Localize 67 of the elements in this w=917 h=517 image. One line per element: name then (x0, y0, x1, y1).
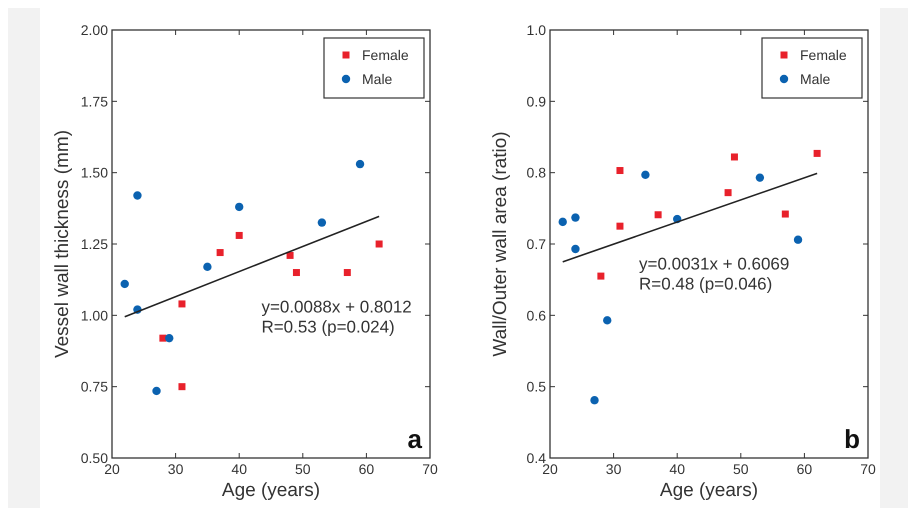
y-tick-label: 0.7 (526, 236, 546, 252)
y-axis-title: Vessel wall thickness (mm) (52, 130, 73, 358)
x-tick-label: 50 (295, 461, 311, 477)
point (235, 202, 244, 212)
point (216, 249, 224, 256)
y-tick-label: 1.75 (80, 93, 108, 110)
y-tick-label: 0.8 (526, 164, 546, 181)
legend-label: Female (800, 47, 847, 63)
annotation: y=0.0088x + 0.8012 R=0.53 (p=0.024) (261, 297, 412, 336)
annotation: y=0.0031x + 0.6069 R=0.48 (p=0.046) (639, 254, 790, 294)
point (120, 280, 129, 288)
y-tick-label: 1.25 (80, 236, 108, 252)
legend-label: Male (362, 71, 393, 87)
point (558, 218, 567, 226)
point (641, 170, 650, 180)
y-tick-label: 2.00 (80, 22, 108, 38)
legend-label: Female (362, 47, 409, 63)
point (814, 150, 821, 157)
point (794, 236, 802, 244)
y-tick-label: 1.50 (80, 164, 108, 181)
point (178, 300, 186, 308)
x-tick-label: 70 (422, 461, 438, 477)
point (756, 173, 764, 182)
point (286, 252, 294, 259)
point (782, 210, 789, 218)
x-tick-label: 30 (168, 461, 184, 477)
y-axis-title: Wall/Outer wall area (ratio) (490, 131, 511, 357)
annotation: b (844, 424, 860, 454)
point (344, 269, 351, 276)
point (571, 244, 580, 254)
y-tick-label: 1.0 (526, 22, 546, 38)
point (203, 262, 212, 272)
y-tick-label: 0.6 (526, 307, 546, 324)
point (318, 218, 326, 227)
point (730, 153, 738, 160)
point (590, 396, 599, 404)
legend-label: Male (800, 71, 831, 87)
point (571, 213, 580, 222)
annotation: a (408, 424, 423, 454)
x-tick-label: 60 (796, 461, 812, 477)
point (236, 232, 243, 239)
point (616, 167, 624, 174)
x-tick-label: 40 (669, 461, 686, 477)
point (654, 211, 662, 218)
point (616, 222, 624, 230)
point (376, 240, 383, 248)
x-tick-label: 70 (860, 461, 876, 477)
point (292, 269, 300, 276)
point (724, 189, 732, 196)
y-tick-label: 0.5 (526, 378, 546, 395)
point (178, 383, 186, 390)
x-tick-label: 30 (606, 461, 622, 477)
x-tick-label: 50 (733, 461, 749, 477)
x-tick-label: 40 (231, 461, 248, 477)
point (152, 386, 161, 396)
y-tick-label: 0.75 (80, 378, 108, 395)
x-tick-label: 60 (358, 461, 374, 477)
point (133, 191, 142, 200)
x-axis-title: Age (years) (222, 480, 320, 501)
x-axis-title: Age (years) (660, 480, 758, 501)
point (356, 160, 364, 168)
y-tick-label: 0.9 (526, 93, 546, 110)
point (597, 272, 604, 280)
point (603, 316, 612, 325)
y-tick-label: 1.00 (80, 307, 108, 324)
point (165, 334, 174, 342)
x-tick-label: 20 (542, 461, 558, 477)
